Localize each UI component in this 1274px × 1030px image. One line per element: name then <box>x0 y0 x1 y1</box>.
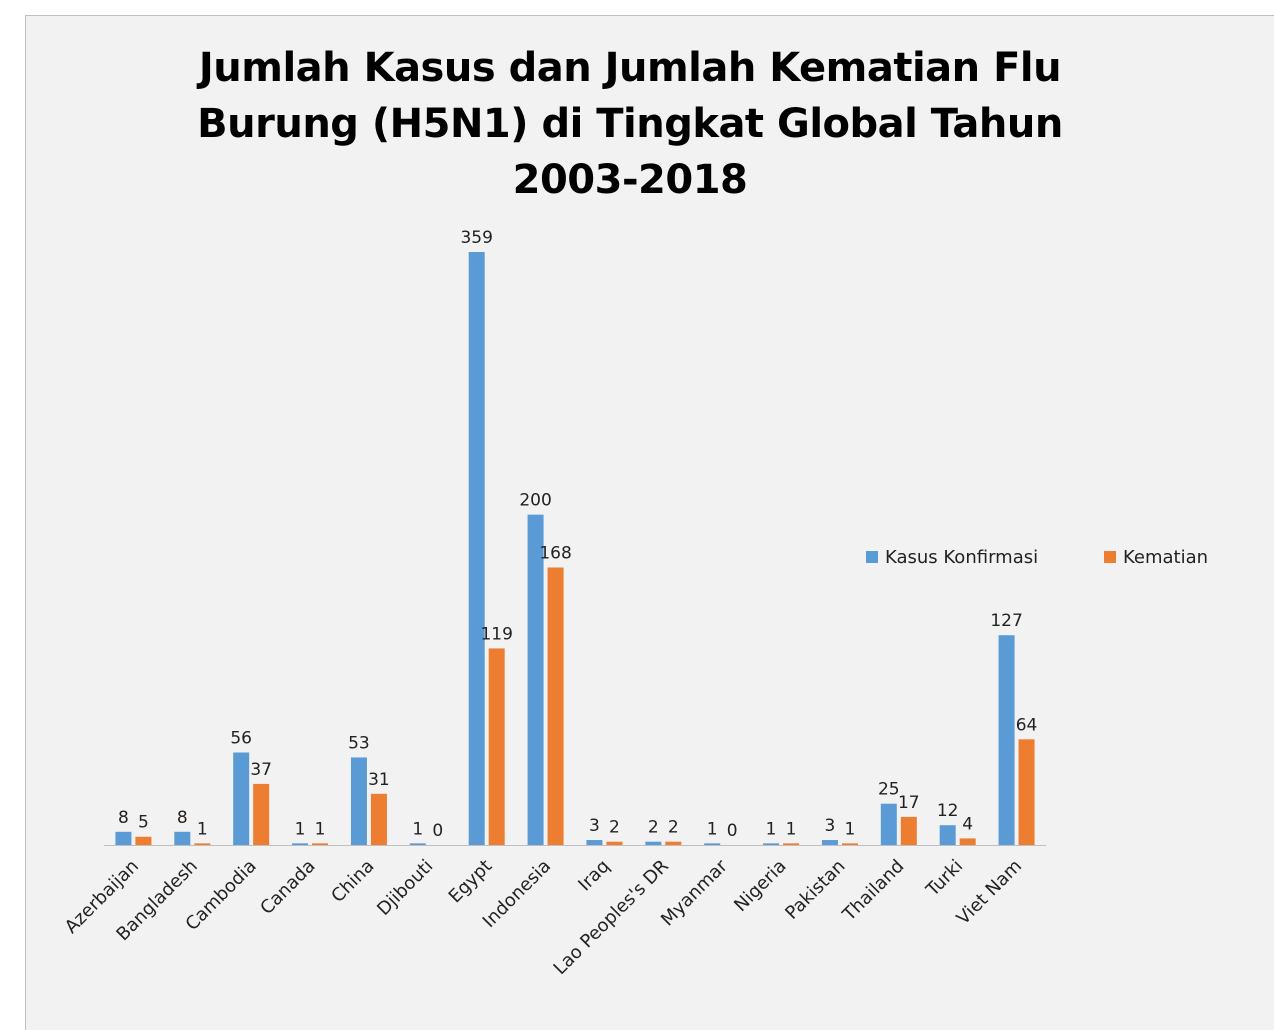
bar <box>606 841 623 845</box>
value-label: 8 <box>118 808 129 828</box>
value-label: 359 <box>460 228 492 248</box>
value-label: 17 <box>898 793 920 813</box>
bar <box>115 831 132 845</box>
value-label: 37 <box>250 760 272 780</box>
value-label: 5 <box>138 813 149 833</box>
value-label: 64 <box>1016 715 1038 735</box>
value-label: 3 <box>825 816 836 836</box>
value-label: 8 <box>177 808 188 828</box>
bar <box>880 803 897 845</box>
value-label: 127 <box>990 611 1022 631</box>
value-label: 53 <box>348 733 370 753</box>
value-label: 1 <box>295 819 306 839</box>
value-label: 3 <box>589 816 600 836</box>
bar <box>253 783 270 845</box>
legend-label: Kematian <box>1123 547 1208 568</box>
value-label: 1 <box>786 819 797 839</box>
bar <box>409 843 426 845</box>
chart-title: Jumlah Kasus dan Jumlah Kematian Flu Bur… <box>197 45 1063 203</box>
bar <box>174 831 191 845</box>
value-label: 1 <box>766 819 777 839</box>
bar <box>370 793 387 845</box>
bar <box>312 843 329 845</box>
chart-area <box>25 15 1274 1030</box>
bar <box>292 843 309 845</box>
bar <box>763 843 780 845</box>
bar <box>468 252 485 845</box>
value-label: 1 <box>412 819 423 839</box>
value-label: 168 <box>539 543 571 563</box>
value-label: 119 <box>480 624 512 644</box>
legend-label: Kasus Konfirmasi <box>885 547 1038 568</box>
bar <box>704 843 721 845</box>
value-label: 2 <box>609 818 620 838</box>
legend-swatch <box>1104 551 1116 563</box>
value-label: 0 <box>727 821 738 841</box>
value-label: 1 <box>197 819 208 839</box>
bar <box>194 843 211 845</box>
value-label: 200 <box>519 491 551 511</box>
bar <box>645 841 662 845</box>
bar <box>1018 739 1035 845</box>
value-label: 1 <box>845 819 856 839</box>
bar <box>900 816 917 845</box>
bar <box>488 648 505 845</box>
bar <box>547 567 564 845</box>
bar <box>959 838 976 845</box>
bar <box>586 840 603 845</box>
bar <box>998 635 1015 845</box>
value-label: 4 <box>962 814 973 834</box>
value-label: 1 <box>707 819 718 839</box>
bar <box>135 836 152 845</box>
value-label: 31 <box>368 770 390 790</box>
value-label: 12 <box>937 801 959 821</box>
bar <box>783 843 800 845</box>
value-label: 2 <box>648 818 659 838</box>
value-label: 2 <box>668 818 679 838</box>
bar <box>350 757 367 845</box>
value-label: 25 <box>878 780 900 800</box>
value-label: 0 <box>432 821 443 841</box>
bar <box>665 841 682 845</box>
value-label: 56 <box>230 728 252 748</box>
bar <box>821 840 838 845</box>
bar <box>939 825 956 845</box>
legend-swatch <box>866 551 878 563</box>
bar <box>527 514 544 845</box>
value-label: 1 <box>315 819 326 839</box>
bar <box>841 843 858 845</box>
bar <box>233 752 250 845</box>
